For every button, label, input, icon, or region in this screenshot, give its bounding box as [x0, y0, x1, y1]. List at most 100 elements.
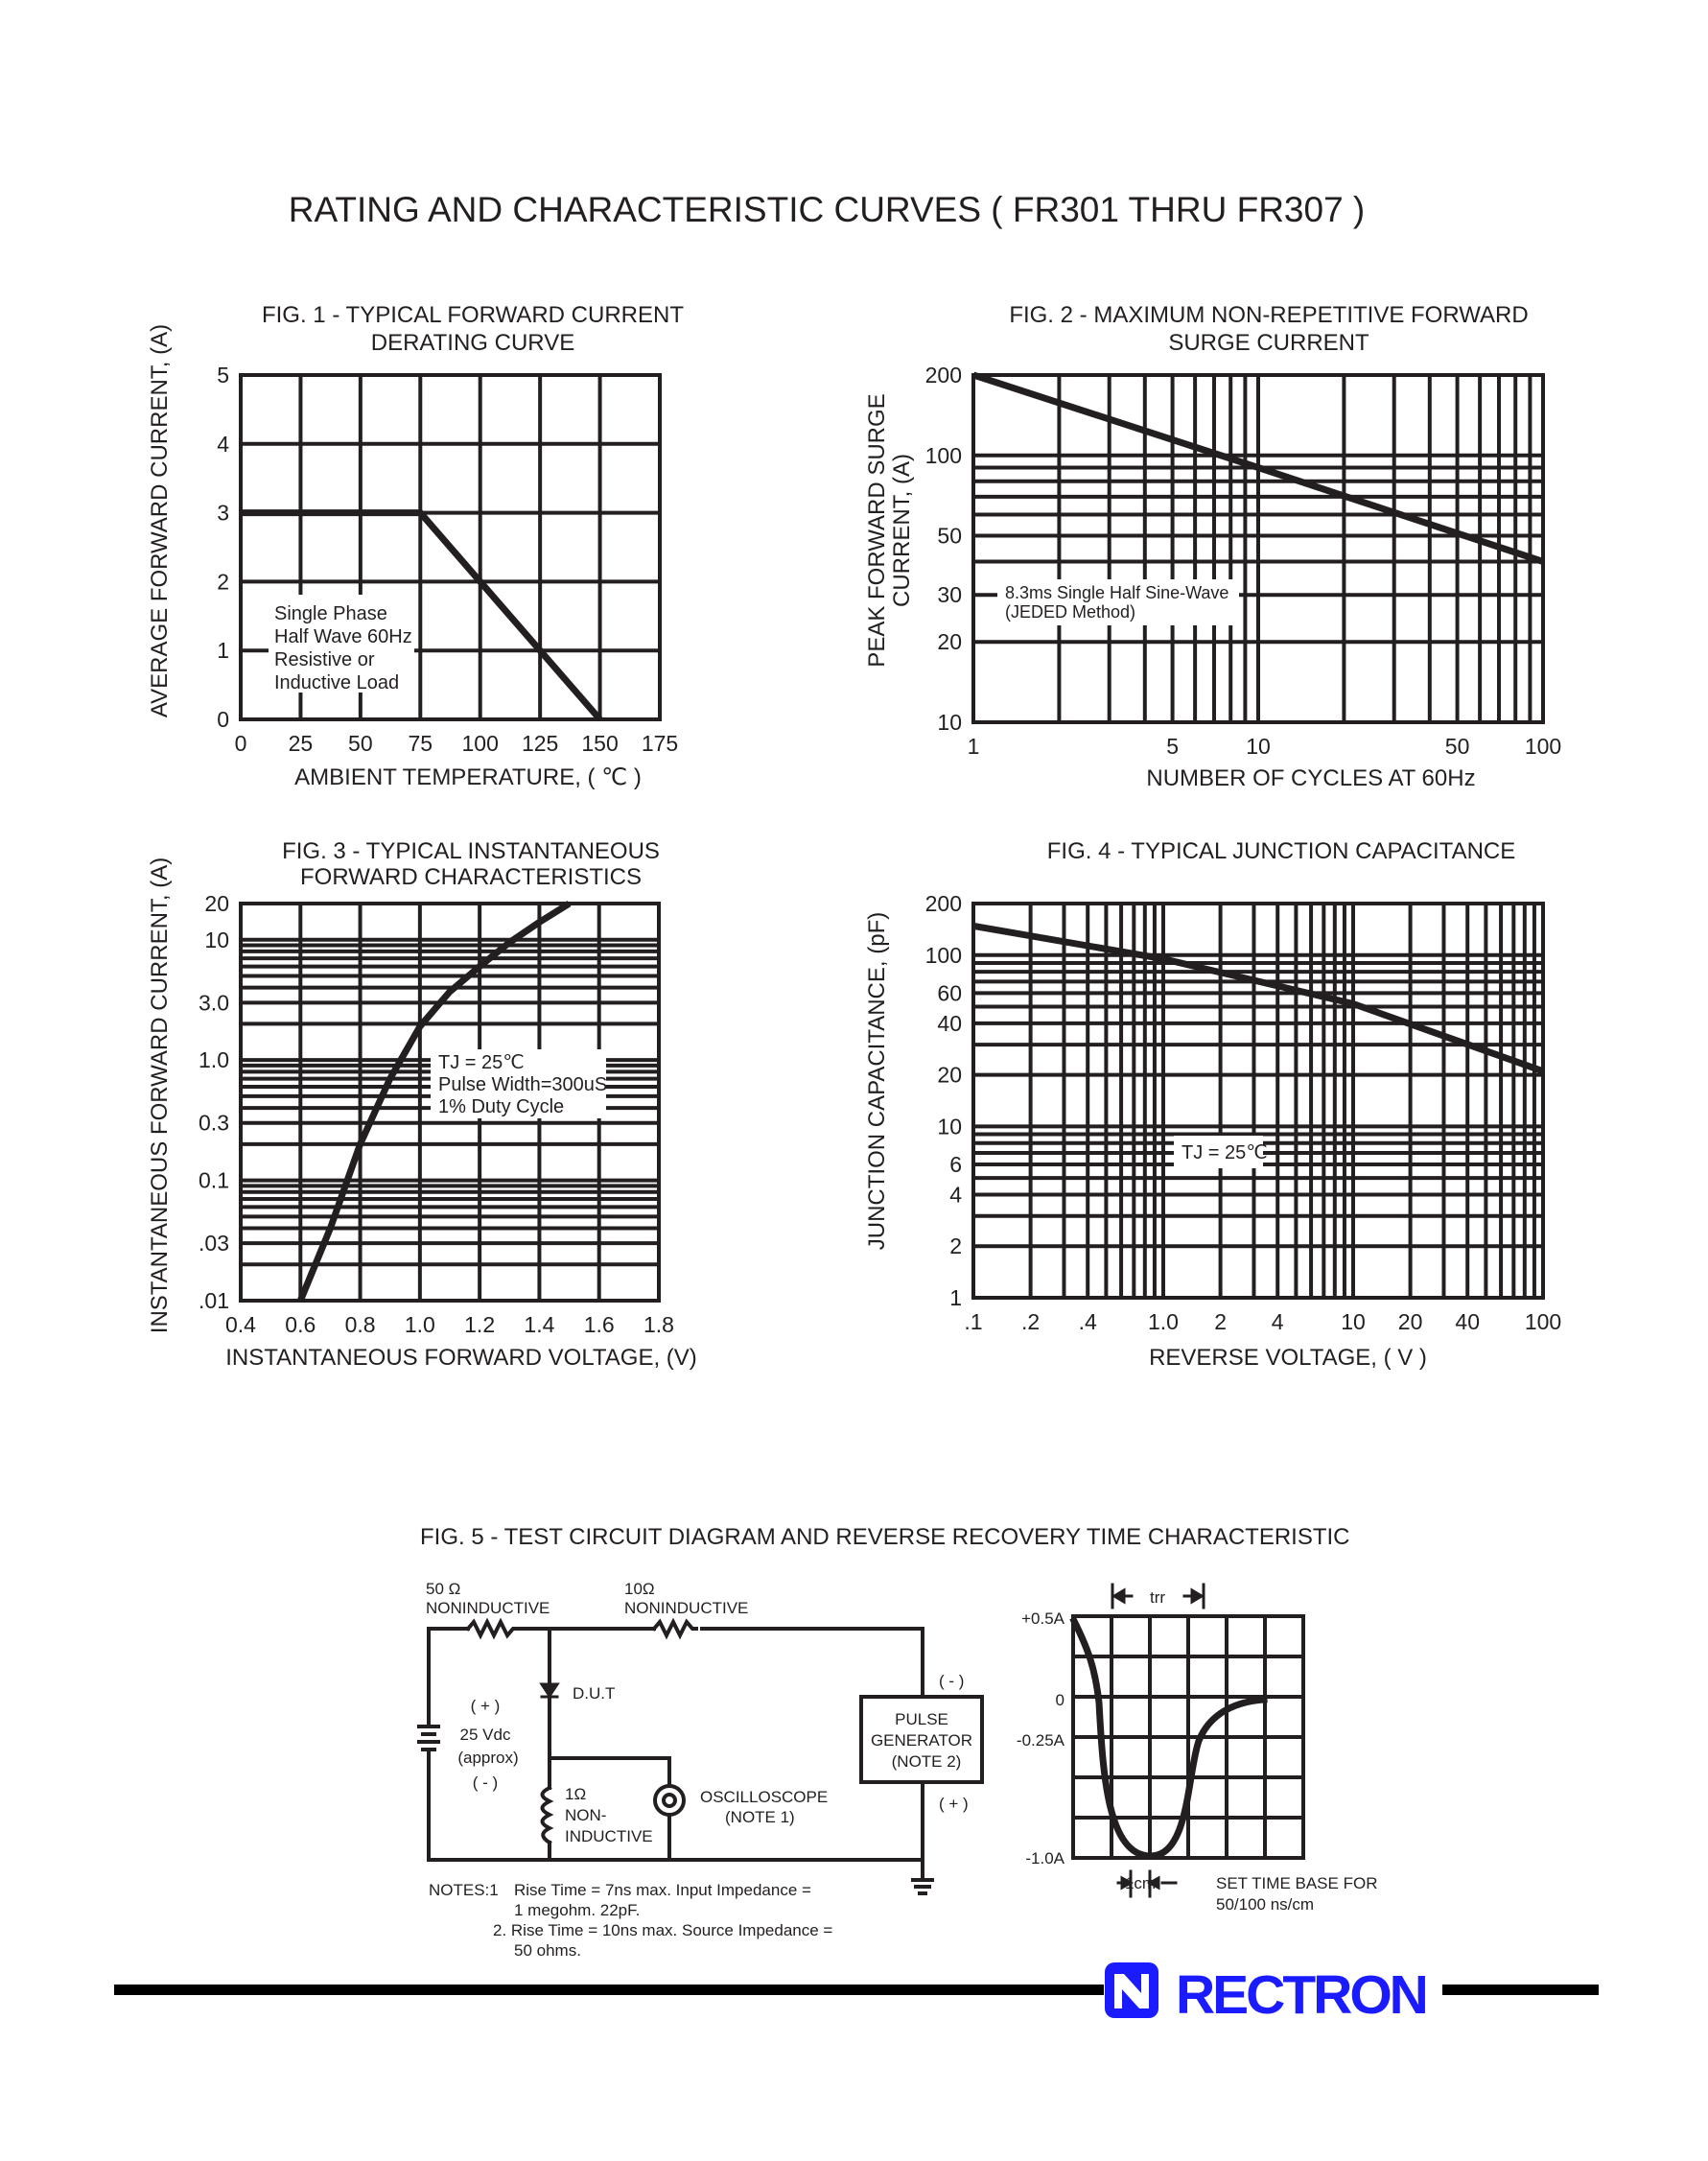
- timebase-label-1: SET TIME BASE FOR: [1216, 1874, 1377, 1892]
- cm-marker-icon: [1116, 1869, 1178, 1898]
- annotation-text: Single Phase: [274, 603, 387, 624]
- scope-frame: [1071, 1614, 1305, 1860]
- footer-rule-left: [114, 1985, 1104, 1995]
- annotation-text: Resistive or: [274, 649, 375, 670]
- recovery-waveform: +0.5A 0 -0.25A -1.0A trr 1cm SET TIME BASE FOR…: [1017, 1583, 1377, 1914]
- y-tick-label: 20: [204, 891, 229, 916]
- r3-type-2: INDUCTIVE: [565, 1827, 653, 1845]
- y-tick-label: 40: [937, 1011, 962, 1036]
- plot-frame: [239, 902, 661, 1303]
- r1-type: NONINDUCTIVE: [426, 1599, 550, 1617]
- chart-title: FORWARD CHARACTERISTICS: [300, 864, 642, 890]
- fig4-chart: TJ = 25℃ .1 .2 .4 1.0 2 4 10 20 40 100 1 2 4 6 10 20 40 60…: [864, 838, 1561, 1371]
- scope-y-label: -1.0A: [1025, 1849, 1065, 1867]
- series-line: [241, 509, 603, 722]
- y-tick-label: 0: [217, 707, 229, 732]
- x-tick-label: 0.6: [285, 1312, 316, 1337]
- note-1b: 1 megohm. 22pF.: [514, 1901, 640, 1919]
- x-tick-label: 1: [968, 734, 980, 759]
- pulse-label-3: (NOTE 2): [892, 1752, 962, 1771]
- annotation-background: [431, 1049, 606, 1118]
- r1-value: 50 Ω: [426, 1580, 460, 1598]
- fig5: FIG. 5 - TEST CIRCUIT DIAGRAM AND REVERS…: [417, 1524, 1377, 1960]
- x-tick-label: 25: [289, 731, 314, 756]
- annotation-text: 8.3ms Single Half Sine-Wave: [1005, 583, 1228, 602]
- note-2a: 2. Rise Time = 10ns max. Source Impedanc…: [493, 1921, 832, 1939]
- x-tick-label: 5: [1166, 734, 1179, 759]
- scope-note: (NOTE 1): [725, 1808, 795, 1826]
- y-tick-label: 1: [217, 638, 229, 663]
- pulse-minus: ( - ): [939, 1672, 964, 1690]
- y-axis-label: PEAK FORWARD SURGE: [864, 393, 890, 667]
- page-title: RATING AND CHARACTERISTIC CURVES ( FR301…: [289, 190, 1366, 229]
- y-tick-label: 2: [949, 1233, 962, 1258]
- y-tick-label: 5: [217, 363, 229, 388]
- annotation-background: [1174, 1136, 1263, 1168]
- y-tick-label: 20: [937, 629, 962, 654]
- annotation-text: Half Wave 60Hz: [274, 626, 412, 647]
- recovery-curve: [1069, 1616, 1268, 1860]
- x-tick-label: 0.8: [345, 1312, 376, 1337]
- chart-title: SURGE CURRENT: [1168, 330, 1369, 356]
- series-line: [297, 901, 572, 1303]
- x-tick-label: 100: [1525, 1309, 1561, 1334]
- y-tick-label: 10: [937, 1114, 962, 1139]
- annotation-text: Inductive Load: [274, 672, 399, 693]
- y-tick-label: 100: [925, 443, 962, 468]
- wire-top: [427, 1627, 924, 1699]
- dut-label: D.U.T: [573, 1684, 615, 1703]
- chart-title: DERATING CURVE: [371, 330, 574, 356]
- y-tick-label: 3: [217, 501, 229, 526]
- y-tick-label: 4: [949, 1182, 962, 1207]
- y-tick-label: 20: [937, 1063, 962, 1088]
- scope-y-label: +0.5A: [1021, 1609, 1065, 1628]
- x-axis-label: AMBIENT TEMPERATURE, ( ℃ ): [294, 764, 642, 790]
- wire-dut: [548, 1627, 671, 1862]
- r3-value: 1Ω: [565, 1785, 586, 1803]
- plot-frame: [239, 373, 662, 721]
- x-axis-label: NUMBER OF CYCLES AT 60Hz: [1146, 765, 1475, 791]
- inductor-icon: [540, 1785, 554, 1845]
- note-1a: Rise Time = 7ns max. Input Impedance =: [514, 1881, 811, 1899]
- annotation-background: [997, 579, 1239, 625]
- r3-type-1: NON-: [565, 1806, 606, 1824]
- battery-plus: ( + ): [471, 1697, 501, 1715]
- diode-icon: [539, 1682, 560, 1699]
- scope-y-label: 0: [1056, 1691, 1065, 1709]
- x-tick-label: 175: [642, 731, 678, 756]
- y-tick-label: 10: [204, 928, 229, 952]
- y-tick-label: .03: [199, 1231, 229, 1256]
- x-tick-label: 125: [522, 731, 558, 756]
- scope-label: OSCILLOSCOPE: [700, 1788, 828, 1806]
- plot-frame: [971, 373, 1545, 724]
- resistor-50-icon: [465, 1617, 521, 1640]
- x-tick-label: 75: [408, 731, 433, 756]
- annotation-text: TJ = 25℃: [438, 1052, 525, 1073]
- x-tick-label: 10: [1341, 1309, 1366, 1334]
- y-tick-label: 1.0: [199, 1047, 229, 1072]
- x-tick-label: 0: [235, 731, 247, 756]
- notes-label: NOTES:1: [429, 1881, 499, 1899]
- battery-icon: [417, 1725, 440, 1751]
- y-tick-label: 3.0: [199, 990, 229, 1015]
- trr-label: trr: [1150, 1588, 1165, 1607]
- x-tick-label: 1.6: [584, 1312, 615, 1337]
- resistor-10-icon: [651, 1617, 698, 1640]
- x-tick-label: 150: [581, 731, 618, 756]
- pulse-label-1: PULSE: [895, 1710, 948, 1728]
- y-axis-label: CURRENT, (A): [889, 454, 915, 607]
- y-tick-label: 2: [217, 569, 229, 594]
- plot-frame: [971, 902, 1545, 1300]
- x-tick-label: 1.8: [643, 1312, 674, 1337]
- x-tick-label: 100: [462, 731, 499, 756]
- pulse-generator-box: [859, 1695, 984, 1784]
- cm-label: 1cm: [1125, 1874, 1156, 1892]
- footer-rule-right: [1442, 1985, 1599, 1995]
- chart-title: FIG. 3 - TYPICAL INSTANTANEOUS: [282, 838, 660, 864]
- series-line: [972, 922, 1545, 1075]
- y-tick-label: 10: [937, 710, 962, 735]
- battery-approx: (approx): [457, 1749, 518, 1767]
- fig5-title: FIG. 5 - TEST CIRCUIT DIAGRAM AND REVERS…: [420, 1524, 1350, 1550]
- x-axis-label: INSTANTANEOUS FORWARD VOLTAGE, (V): [225, 1345, 697, 1371]
